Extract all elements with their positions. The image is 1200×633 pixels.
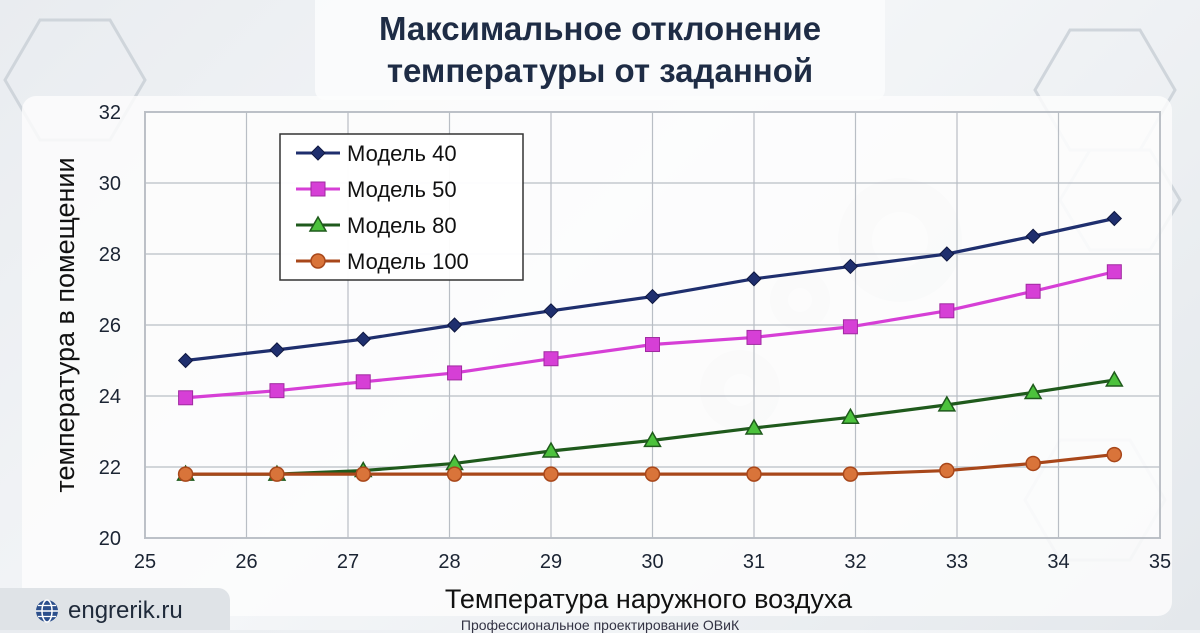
legend-label: Модель 40 (347, 141, 457, 166)
data-point (937, 395, 957, 412)
y-tick-label: 26 (99, 315, 121, 337)
data-point (1025, 283, 1041, 299)
chart-title-line-2: температуры от заданной (386, 52, 814, 89)
y-tick-label: 22 (99, 457, 121, 479)
x-tick-label: 34 (1047, 551, 1069, 573)
legend-label: Модель 50 (347, 177, 457, 202)
y-tick-label: 20 (99, 528, 121, 550)
series-2 (178, 264, 1122, 406)
legend-label: Модель 80 (347, 213, 457, 238)
x-tick-label: 29 (540, 551, 562, 573)
data-point (269, 383, 285, 399)
legend-item: Модель 100 (296, 249, 469, 274)
globe-icon (36, 599, 58, 623)
y-tick-label: 32 (99, 102, 121, 124)
x-tick-label: 25 (134, 551, 156, 573)
x-tick-label: 27 (337, 551, 359, 573)
data-point (841, 407, 860, 425)
data-point (355, 331, 371, 347)
data-point (269, 466, 285, 482)
data-point (269, 342, 285, 358)
data-point (746, 466, 762, 482)
data-point (446, 466, 463, 482)
data-point (1025, 455, 1041, 472)
x-tick-label: 30 (641, 551, 663, 573)
x-tick-label: 32 (844, 551, 866, 573)
data-point (744, 418, 764, 435)
data-point (543, 303, 559, 319)
data-point (842, 466, 859, 482)
data-point (644, 288, 661, 305)
data-point (446, 317, 463, 333)
series-1 (177, 210, 1123, 369)
data-point (1106, 446, 1123, 463)
legend-marker (310, 145, 326, 161)
data-point (541, 441, 561, 458)
data-point (543, 466, 559, 482)
x-tick-label: 26 (235, 551, 257, 573)
data-point (939, 462, 955, 479)
data-point (178, 390, 194, 406)
data-point (447, 365, 463, 381)
legend-item: Модель 50 (296, 177, 457, 202)
data-point (746, 329, 762, 345)
site-name: engrerik.ru (68, 597, 183, 624)
legend-item: Модель 80 (296, 213, 457, 238)
legend-marker (310, 253, 326, 269)
data-point (939, 303, 955, 319)
data-point (939, 246, 955, 262)
legend-item: Модель 40 (296, 141, 457, 166)
data-point (355, 374, 371, 390)
y-axis-label: температура в помещении (50, 157, 80, 492)
data-point (842, 319, 858, 335)
x-axis-label: Температура наружного воздуха (445, 584, 853, 614)
data-point (746, 271, 762, 287)
y-tick-label: 30 (99, 173, 121, 195)
legend: Модель 40 Модель 50 Модель 80 Модель 100 (279, 133, 524, 281)
y-tick-label: 28 (99, 244, 121, 266)
legend-marker (310, 181, 326, 197)
data-point (1023, 382, 1043, 400)
x-tick-label: 31 (743, 551, 765, 573)
site-link[interactable]: engrerik.ru (34, 597, 183, 625)
x-tick-label: 28 (438, 551, 460, 573)
data-point (1105, 370, 1124, 387)
data-point (1025, 228, 1041, 244)
data-point (645, 337, 660, 353)
data-point (643, 430, 662, 448)
series-4 (177, 446, 1123, 482)
title-background (315, 0, 885, 100)
legend-label: Модель 100 (347, 249, 469, 274)
data-point (177, 352, 194, 369)
chart-title: Максимальное отклонение температуры от з… (300, 8, 900, 92)
y-tick-label: 24 (99, 386, 121, 408)
x-tick-label: 35 (1149, 551, 1171, 573)
footer-tagline: Профессиональное проектирование ОВиК (460, 617, 740, 633)
data-point (644, 466, 661, 482)
data-point (543, 351, 559, 367)
data-point (177, 466, 194, 482)
x-tick-label: 33 (946, 551, 968, 573)
data-point (355, 466, 371, 482)
legend-marker (308, 215, 328, 232)
chart-title-line-1: Максимальное отклонение (378, 10, 822, 47)
data-point (1106, 210, 1123, 227)
data-point (842, 258, 859, 275)
data-point (1106, 264, 1122, 280)
